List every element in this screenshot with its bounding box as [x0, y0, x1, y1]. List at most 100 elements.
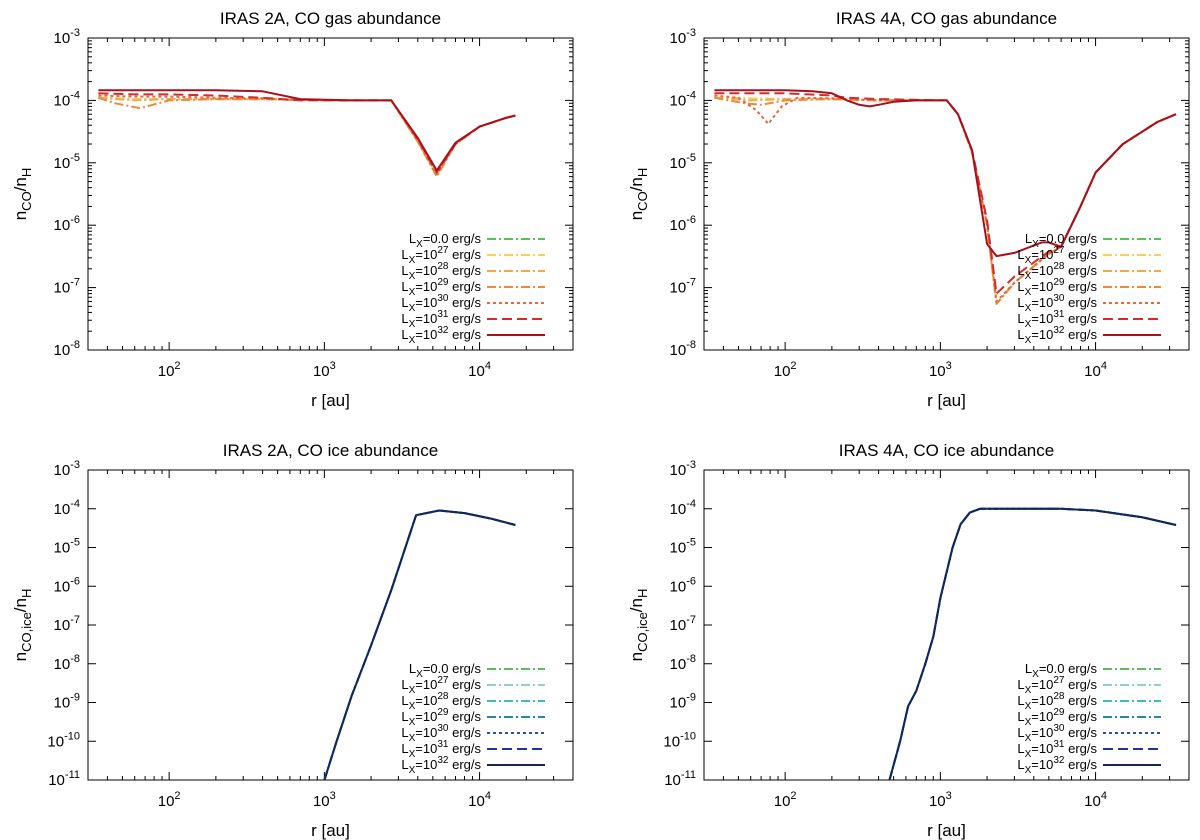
legend-label: LX=0.0 erg/s	[1025, 661, 1098, 680]
series-line	[98, 96, 516, 176]
plot-frame	[87, 37, 574, 351]
legend-label: LX=1030 erg/s	[1017, 723, 1097, 744]
x-tick-label: 103	[313, 360, 336, 380]
y-tick-label: 10-10	[47, 730, 80, 750]
x-axis-label: r [au]	[927, 391, 966, 410]
y-tick-label: 10-4	[54, 89, 80, 109]
y-axis-label: nCO,ice/nH	[11, 589, 34, 662]
series-line	[98, 96, 516, 176]
y-tick-label: 10-3	[670, 27, 696, 47]
series-line	[714, 96, 1177, 305]
y-tick-label: 10-8	[670, 653, 696, 673]
x-axis-label: r [au]	[927, 821, 966, 840]
y-tick-label: 10-3	[54, 459, 80, 479]
x-tick-label: 104	[1084, 360, 1107, 380]
y-tick-label: 10-5	[54, 537, 80, 557]
chart-panel-4: IRAS 4A, CO ice abundance 102 103 104 10-11 1…	[627, 441, 1190, 840]
y-axis-label: nCO/nH	[627, 168, 650, 221]
legend: LX=0.0 erg/sLX=1027 erg/sLX=1028 erg/sLX…	[401, 661, 545, 776]
y-tick-label: 10-7	[54, 614, 80, 634]
chart-title: IRAS 2A, CO ice abundance	[223, 441, 438, 460]
x-tick-label: 104	[1084, 790, 1107, 810]
legend-label: LX=1027 erg/s	[401, 245, 481, 266]
y-tick-label: 10-9	[54, 692, 80, 712]
legend-label: LX=1029 erg/s	[401, 707, 481, 728]
x-tick-label: 104	[468, 360, 491, 380]
y-tick-label: 10-11	[48, 769, 80, 789]
legend-label: LX=1030 erg/s	[401, 723, 481, 744]
legend-label: LX=1030 erg/s	[401, 293, 481, 314]
x-tick-label: 103	[929, 790, 952, 810]
legend-label: LX=1032 erg/s	[401, 325, 481, 346]
chart-panel-3: IRAS 2A, CO ice abundance 102 103 104 10-11 1…	[11, 441, 574, 840]
legend-label: LX=1027 erg/s	[1017, 245, 1097, 266]
legend-label: LX=1031 erg/s	[401, 309, 481, 330]
y-tick-label: 10-10	[663, 730, 696, 750]
y-tick-label: 10-5	[54, 152, 80, 172]
legend-label: LX=1032 erg/s	[1017, 755, 1097, 776]
series-line	[714, 92, 1177, 295]
y-tick-label: 10-7	[670, 277, 696, 297]
x-axis-label: r [au]	[311, 821, 350, 840]
y-tick-label: 10-7	[670, 614, 696, 634]
legend-label: LX=1031 erg/s	[401, 739, 481, 760]
y-tick-label: 10-6	[670, 214, 696, 234]
y-tick-label: 10-6	[670, 575, 696, 595]
legend-label: LX=1030 erg/s	[1017, 293, 1097, 314]
legend-label: LX=1027 erg/s	[401, 675, 481, 696]
series-line	[714, 96, 1177, 305]
series-line	[323, 509, 516, 780]
legend-label: LX=1028 erg/s	[1017, 691, 1097, 712]
chart-title: IRAS 4A, CO ice abundance	[839, 441, 1054, 460]
legend: LX=0.0 erg/sLX=1027 erg/sLX=1028 erg/sLX…	[401, 231, 545, 346]
y-tick-label: 10-5	[670, 537, 696, 557]
y-tick-label: 10-8	[54, 339, 80, 359]
y-tick-label: 10-4	[670, 89, 696, 109]
legend-label: LX=1028 erg/s	[1017, 261, 1097, 282]
series-lines	[323, 509, 516, 780]
y-tick-label: 10-6	[54, 214, 80, 234]
series-line	[98, 89, 516, 172]
chart-panel-1: IRAS 2A, CO gas abundance 102 103 104 10-8 10…	[11, 9, 574, 410]
y-tick-label: 10-5	[670, 152, 696, 172]
legend-label: LX=0.0 erg/s	[409, 661, 482, 680]
x-axis-label: r [au]	[311, 391, 350, 410]
y-tick-label: 10-9	[670, 692, 696, 712]
legend-label: LX=1028 erg/s	[401, 691, 481, 712]
legend-label: LX=1028 erg/s	[401, 261, 481, 282]
series-line	[98, 94, 516, 176]
series-line	[714, 89, 1177, 258]
chart-title: IRAS 4A, CO gas abundance	[836, 9, 1057, 28]
chart-panel-2: IRAS 4A, CO gas abundance 102 103 104 10-8 10…	[627, 9, 1190, 410]
legend-label: LX=1029 erg/s	[1017, 277, 1097, 298]
legend-label: LX=1031 erg/s	[1017, 309, 1097, 330]
series-line	[714, 96, 1177, 305]
y-tick-label: 10-4	[54, 498, 80, 518]
y-tick-label: 10-4	[670, 498, 696, 518]
legend-label: LX=1027 erg/s	[1017, 675, 1097, 696]
y-tick-label: 10-3	[54, 27, 80, 47]
x-tick-label: 104	[468, 790, 491, 810]
series-line	[888, 507, 1177, 780]
y-tick-label: 10-8	[54, 653, 80, 673]
x-tick-label: 102	[158, 360, 181, 380]
series-line	[98, 96, 516, 178]
legend-label: LX=1029 erg/s	[1017, 707, 1097, 728]
x-tick-label: 103	[929, 360, 952, 380]
series-lines	[714, 89, 1177, 305]
x-tick-label: 102	[774, 360, 797, 380]
x-tick-label: 102	[774, 790, 797, 810]
y-axis-label: nCO,ice/nH	[627, 589, 650, 662]
y-tick-label: 10-3	[670, 459, 696, 479]
plot-frame	[703, 37, 1190, 351]
legend-label: LX=1032 erg/s	[401, 755, 481, 776]
legend-label: LX=0.0 erg/s	[409, 231, 482, 250]
legend-label: LX=1031 erg/s	[1017, 739, 1097, 760]
series-line	[98, 96, 516, 176]
x-tick-label: 102	[158, 790, 181, 810]
series-line	[714, 96, 1177, 305]
series-lines	[98, 89, 516, 178]
x-tick-label: 103	[313, 790, 336, 810]
legend-label: LX=1029 erg/s	[401, 277, 481, 298]
